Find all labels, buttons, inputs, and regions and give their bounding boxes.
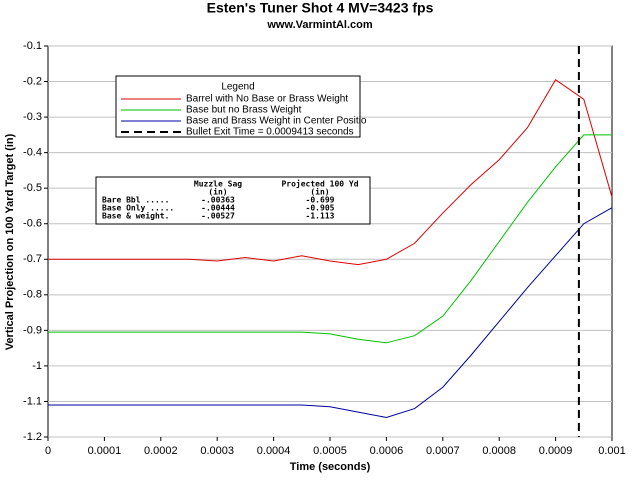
y-tick-label: -0.3 bbox=[23, 111, 42, 123]
data-line bbox=[48, 79, 613, 266]
x-tick-label: 0.001 bbox=[598, 445, 626, 457]
y-tick-label: -0.9 bbox=[23, 324, 42, 336]
y-tick-label: -1.1 bbox=[23, 395, 42, 407]
table-row-label: Base & weight. bbox=[102, 211, 169, 221]
x-tick-label: 0.0007 bbox=[426, 445, 460, 457]
x-tick-label: 0 bbox=[45, 445, 51, 457]
y-tick-label: -1 bbox=[32, 360, 42, 372]
table-box bbox=[95, 176, 371, 225]
x-tick-label: 0.0001 bbox=[88, 445, 122, 457]
y-tick-label: -0.4 bbox=[23, 147, 42, 159]
x-tick-label: 0.0004 bbox=[257, 445, 291, 457]
x-tick-label: 0.0002 bbox=[144, 445, 178, 457]
y-tick-label: -0.2 bbox=[23, 75, 42, 87]
table-row-label: Base Only ..... bbox=[102, 204, 174, 213]
data-line bbox=[48, 207, 613, 418]
legend-label: Bullet Exit Time = 0.0009413 seconds bbox=[186, 127, 354, 138]
y-axis-label: Vertical Projection on 100 Yard Target (… bbox=[4, 133, 16, 350]
data-line bbox=[48, 134, 612, 344]
table-header: Projected 100 Yd bbox=[281, 179, 358, 189]
legend-title: Legend bbox=[221, 82, 254, 93]
table-cell: -1.113 bbox=[306, 212, 335, 221]
x-tick-label: 0.0008 bbox=[482, 445, 516, 457]
table-unit: (in) bbox=[208, 187, 227, 197]
table-cell: -.00444 bbox=[201, 204, 235, 213]
x-tick-label: 0.0006 bbox=[370, 445, 404, 457]
chart-subtitle: www.VarmintAl.com bbox=[266, 19, 373, 31]
x-tick-label: 0.0009 bbox=[539, 445, 573, 457]
table-cell: -0.905 bbox=[306, 204, 335, 213]
table-unit: (in) bbox=[310, 187, 329, 197]
y-tick-label: -0.5 bbox=[23, 182, 42, 194]
legend-label: Base and Brass Weight in Center Positio bbox=[186, 116, 367, 127]
table-cell: -.00363 bbox=[201, 196, 235, 205]
y-tick-label: -0.1 bbox=[23, 40, 42, 52]
y-tick-label: -0.8 bbox=[23, 289, 42, 301]
table-row-label: Bare Bbl ..... bbox=[102, 196, 169, 205]
table-cell: -0.699 bbox=[306, 196, 335, 205]
legend-box bbox=[115, 75, 361, 138]
table-header: Muzzle Sag bbox=[194, 180, 242, 189]
y-tick-label: -1.2 bbox=[23, 431, 42, 443]
legend-label: Barrel with No Base or Brass Weight bbox=[186, 94, 348, 105]
y-tick-label: -0.7 bbox=[23, 253, 42, 265]
legend-label: Base but no Brass Weight bbox=[186, 105, 302, 116]
x-tick-label: 0.0003 bbox=[200, 445, 234, 457]
x-tick-label: 0.0005 bbox=[313, 445, 347, 457]
y-tick-label: -0.6 bbox=[23, 218, 42, 230]
x-axis-label: Time (seconds) bbox=[290, 461, 371, 473]
chart-title: Esten's Tuner Shot 4 MV=3423 fps bbox=[207, 0, 434, 16]
table-cell: -.00527 bbox=[201, 212, 235, 221]
